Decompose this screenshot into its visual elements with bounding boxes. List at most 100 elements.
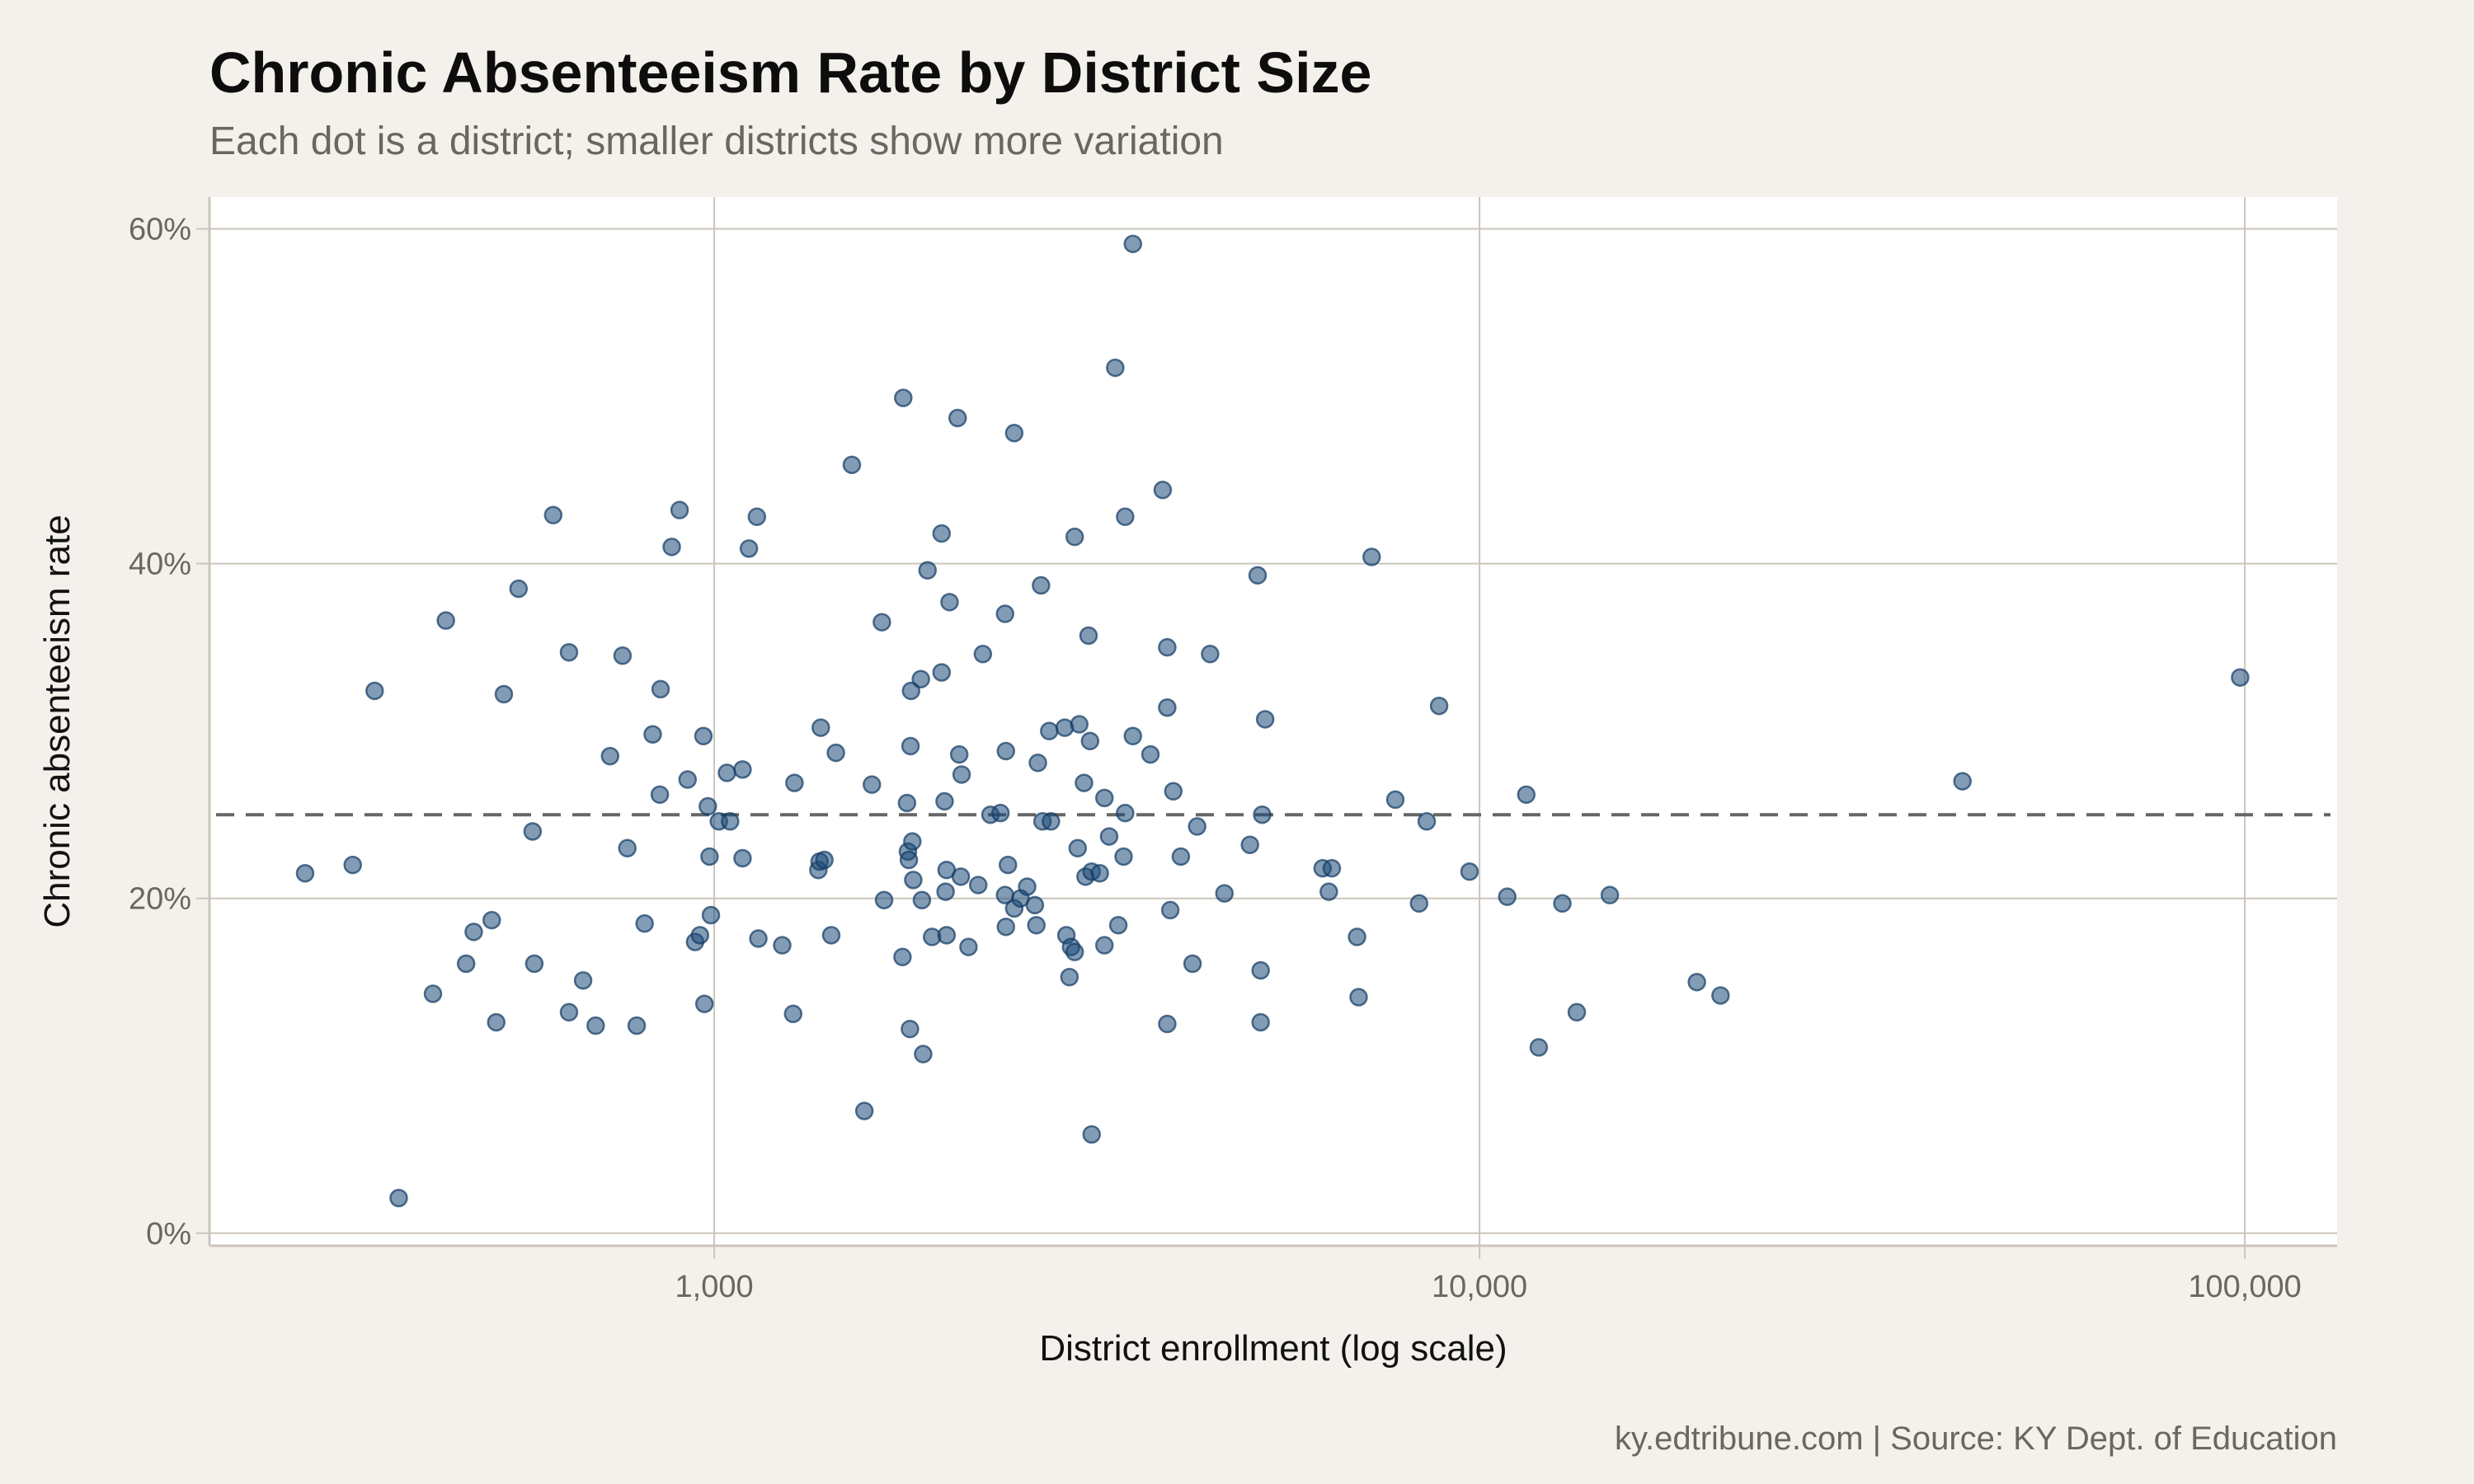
data-point bbox=[1114, 847, 1133, 866]
data-point bbox=[651, 679, 670, 699]
data-point bbox=[650, 785, 670, 805]
data-point bbox=[749, 929, 768, 948]
data-point bbox=[1253, 805, 1272, 824]
data-point bbox=[618, 838, 637, 858]
data-point bbox=[700, 847, 719, 866]
data-point bbox=[698, 796, 717, 816]
data-point bbox=[904, 871, 923, 890]
data-point bbox=[423, 984, 443, 1003]
data-point bbox=[662, 538, 681, 556]
data-point bbox=[914, 1045, 933, 1064]
data-point bbox=[783, 1004, 803, 1024]
data-point bbox=[1529, 1038, 1549, 1057]
data-point bbox=[1251, 960, 1270, 980]
data-point bbox=[694, 994, 714, 1013]
data-point bbox=[990, 803, 1010, 823]
data-point bbox=[937, 926, 957, 945]
data-point bbox=[717, 763, 736, 782]
data-point bbox=[464, 923, 483, 942]
data-point bbox=[1164, 782, 1183, 801]
data-point bbox=[842, 455, 862, 475]
data-point bbox=[613, 646, 633, 665]
data-point bbox=[932, 524, 952, 543]
data-point bbox=[999, 855, 1018, 875]
data-point bbox=[1099, 827, 1119, 846]
data-point bbox=[1553, 894, 1572, 913]
data-point bbox=[901, 681, 921, 701]
gridlines bbox=[196, 197, 2337, 1259]
data-point bbox=[959, 937, 978, 956]
data-point bbox=[543, 505, 563, 525]
y-tick-label: 60% bbox=[129, 213, 191, 247]
data-point bbox=[894, 388, 913, 407]
data-point bbox=[1349, 988, 1368, 1007]
data-point bbox=[1429, 696, 1449, 716]
data-point bbox=[1079, 626, 1098, 646]
data-point bbox=[1025, 895, 1045, 915]
data-point bbox=[903, 832, 922, 851]
data-point bbox=[2231, 668, 2250, 687]
y-tick-label: 40% bbox=[129, 547, 191, 582]
data-point bbox=[456, 954, 476, 974]
data-point bbox=[1158, 1014, 1177, 1034]
data-point bbox=[1517, 785, 1536, 805]
data-point bbox=[1060, 967, 1079, 987]
source-caption: ky.edtribune.com | Source: KY Dept. of E… bbox=[1615, 1421, 2337, 1457]
data-point bbox=[899, 850, 919, 870]
data-point bbox=[1322, 858, 1342, 878]
data-point bbox=[815, 850, 834, 870]
data-point bbox=[643, 725, 662, 744]
y-tick-label: 20% bbox=[129, 882, 191, 917]
data-point bbox=[1032, 575, 1051, 595]
data-point bbox=[995, 604, 1015, 623]
y-axis-title: Chronic absenteeism rate bbox=[37, 514, 78, 928]
data-point bbox=[365, 681, 384, 701]
data-point bbox=[1409, 894, 1429, 913]
data-point bbox=[1188, 817, 1206, 836]
data-point bbox=[733, 760, 752, 779]
data-point bbox=[901, 1019, 920, 1039]
data-point bbox=[1108, 915, 1128, 935]
data-point bbox=[821, 926, 841, 945]
data-point bbox=[1498, 887, 1517, 906]
data-point bbox=[1123, 234, 1142, 254]
data-point bbox=[911, 669, 930, 688]
data-point bbox=[897, 793, 917, 813]
data-point bbox=[1567, 1003, 1587, 1022]
data-point bbox=[389, 1188, 408, 1208]
data-point bbox=[1116, 803, 1135, 823]
data-point bbox=[1004, 424, 1024, 443]
data-point bbox=[1123, 726, 1142, 746]
data-point bbox=[811, 718, 830, 737]
data-points bbox=[295, 234, 2250, 1208]
data-point bbox=[670, 500, 689, 519]
data-point bbox=[952, 765, 971, 784]
data-point bbox=[733, 848, 752, 868]
data-point bbox=[1362, 547, 1381, 566]
data-point bbox=[1201, 645, 1220, 664]
data-point bbox=[826, 743, 845, 763]
data-point bbox=[635, 913, 654, 933]
data-point bbox=[1248, 566, 1268, 585]
data-point bbox=[785, 773, 804, 792]
x-tick-label: 10,000 bbox=[1432, 1270, 1527, 1304]
data-point bbox=[1953, 772, 1972, 791]
data-point bbox=[678, 770, 698, 789]
chart-subtitle: Each dot is a district; smaller district… bbox=[209, 120, 1224, 163]
data-point bbox=[1183, 954, 1202, 974]
data-point bbox=[872, 613, 891, 632]
x-tick-label: 1,000 bbox=[675, 1270, 754, 1304]
data-point bbox=[918, 561, 938, 580]
data-point bbox=[1711, 986, 1730, 1005]
data-point bbox=[935, 791, 954, 811]
data-point bbox=[893, 947, 912, 967]
data-point bbox=[1600, 885, 1620, 904]
data-point bbox=[1106, 358, 1125, 378]
data-point bbox=[721, 812, 740, 831]
data-point bbox=[1251, 1012, 1270, 1032]
data-point bbox=[1028, 754, 1047, 773]
data-point bbox=[690, 926, 710, 945]
data-point bbox=[701, 905, 721, 925]
data-point bbox=[951, 867, 971, 886]
